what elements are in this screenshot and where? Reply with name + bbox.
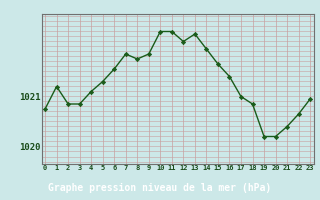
Text: Graphe pression niveau de la mer (hPa): Graphe pression niveau de la mer (hPa) bbox=[48, 183, 272, 193]
